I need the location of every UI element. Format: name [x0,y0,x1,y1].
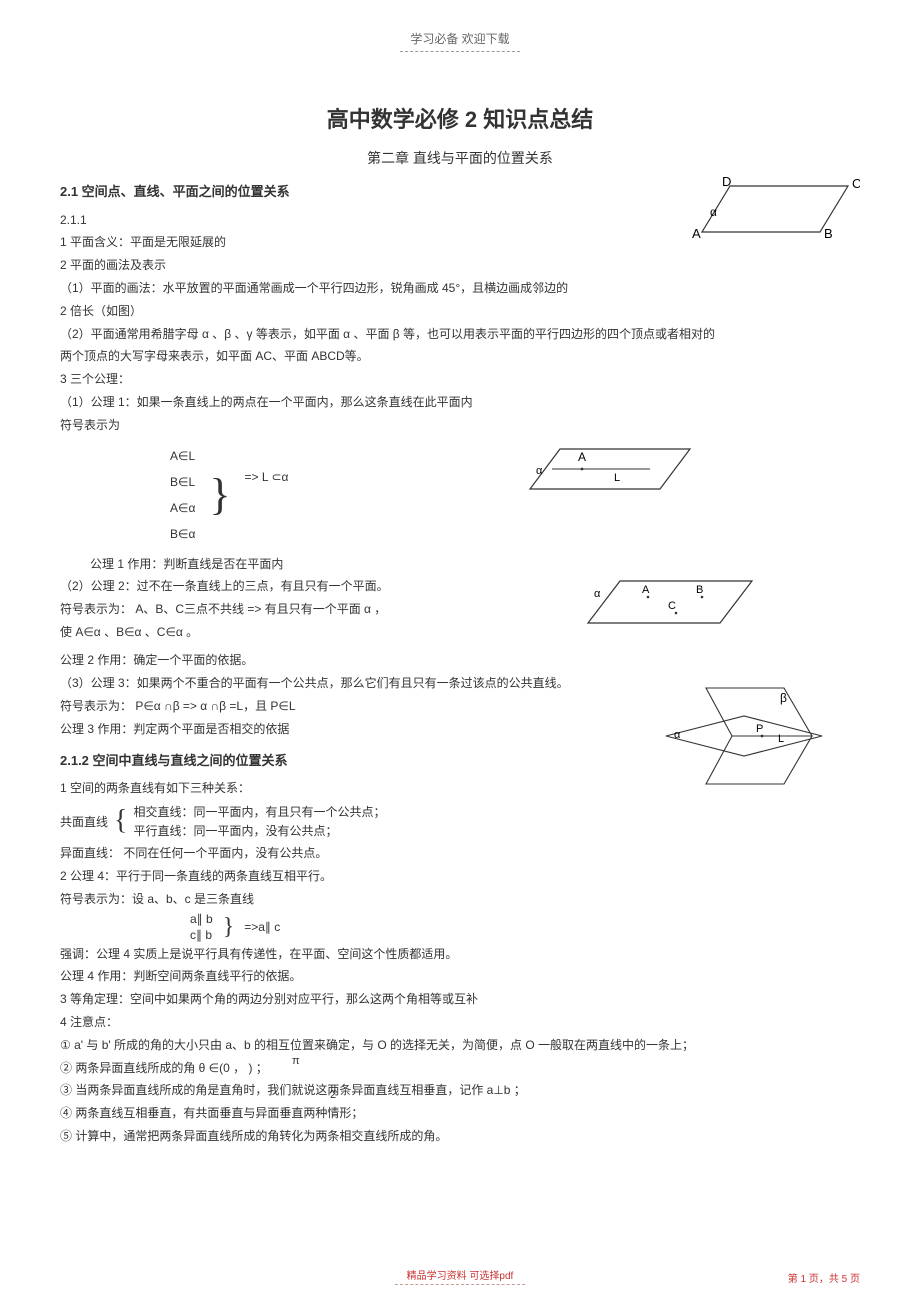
page-number: 第 1 页，共 5 页 [788,1270,860,1285]
svg-text:D: D [722,174,731,189]
svg-text:α: α [674,729,681,741]
figure-line-in-plane: α A L [520,437,700,507]
svg-text:C: C [668,600,676,612]
text-line: 两个顶点的大写字母来表示，如平面 AC、平面 ABCD等。 [60,345,860,368]
header-left: 学习必备 [410,32,458,46]
text-line: 3 等角定理：空间中如果两个角的两边分别对应平行，那么这两个角相等或互补 [60,988,860,1011]
text-line: 异面直线： 不同在任何一个平面内，没有公共点。 [60,842,860,865]
footer: 精品学习资料 可选择pdf [0,1267,920,1285]
svg-text:A: A [578,450,586,464]
axiom-4-formula: a∥ b c∥ b } =>a∥ c [190,911,860,943]
text-line: 符号表示为：设 a、b、c 是三条直线 [60,888,860,911]
svg-text:β: β [780,691,787,705]
text-line: 3 三个公理： [60,368,860,391]
figure-intersecting-planes: α β P L [660,676,830,796]
text-line: 2 公理 4：平行于同一条直线的两条直线互相平行。 [60,865,860,888]
text-line: 强调：公理 4 实质上是说平行具有传递性，在平面、空间这个性质都适用。 [60,943,860,966]
header-right: 欢迎下载 [462,32,510,46]
svg-text:B: B [824,226,833,241]
text-line: 2 平面的画法及表示 [60,254,860,277]
text-line: （1）公理 1：如果一条直线上的两点在一个平面内，那么这条直线在此平面内 [60,391,860,414]
chapter-title: 第二章 直线与平面的位置关系 [60,148,860,168]
footer-text: 精品学习资料 可选择pdf [407,1271,514,1282]
text-line: ⑤ 计算中，通常把两条异面直线所成的角转化为两条相交直线所成的角。 [60,1125,860,1148]
text-line: ④ 两条直线互相垂直，有共面垂直与异面垂直两种情形； [60,1102,860,1125]
svg-text:P: P [756,723,763,735]
svg-text:A: A [642,584,650,596]
page-title: 高中数学必修 2 知识点总结 [60,102,860,134]
svg-text:α: α [594,588,601,600]
text-line: 公理 2 作用：确定一个平面的依据。 [60,649,860,672]
svg-text:L: L [614,472,620,484]
svg-text:α: α [536,465,543,477]
axiom-1-formula: A∈L B∈L A∈α B∈α } => L ⊂α [170,443,860,547]
text-line: （1）平面的画法：水平放置的平面通常画成一个平行四边形，锐角画成 45°，且横边… [60,277,860,300]
pi-symbol: π [292,1055,300,1067]
svg-text:C: C [852,176,860,191]
figure-three-points-plane: α A B C [580,571,760,637]
coplanar-lines-block: 共面直线 { 相交直线：同一平面内，有且只有一个公共点； 平行直线：同一平面内，… [60,802,860,840]
svg-text:B: B [696,584,703,596]
text-line: 2 倍长（如图） [60,300,860,323]
text-line: （2）平面通常用希腊字母 α 、β 、γ 等表示，如平面 α 、平面 β 等，也… [60,323,860,346]
text-line: ① a' 与 b' 所成的角的大小只由 a、b 的相互位置来确定，与 O 的选择… [60,1034,860,1057]
svg-text:L: L [778,733,784,745]
text-line: 公理 4 作用：判断空间两条直线平行的依据。 [60,965,860,988]
header-divider [400,51,520,52]
svg-text:A: A [692,226,701,241]
figure-parallelogram-abcd: A B C D α [680,174,860,254]
fraction-denominator: 2 [330,1089,336,1101]
text-line: ② 两条异面直线所成的角 θ ∈(0 ， ) ； [60,1057,860,1080]
text-line: 4 注意点： [60,1011,860,1034]
text-line: ③ 当两条异面直线所成的角是直角时，我们就说这两条异面直线互相垂直，记作 a⊥b… [60,1079,860,1102]
svg-text:α: α [710,205,717,219]
text-line: 符号表示为 [60,414,860,437]
